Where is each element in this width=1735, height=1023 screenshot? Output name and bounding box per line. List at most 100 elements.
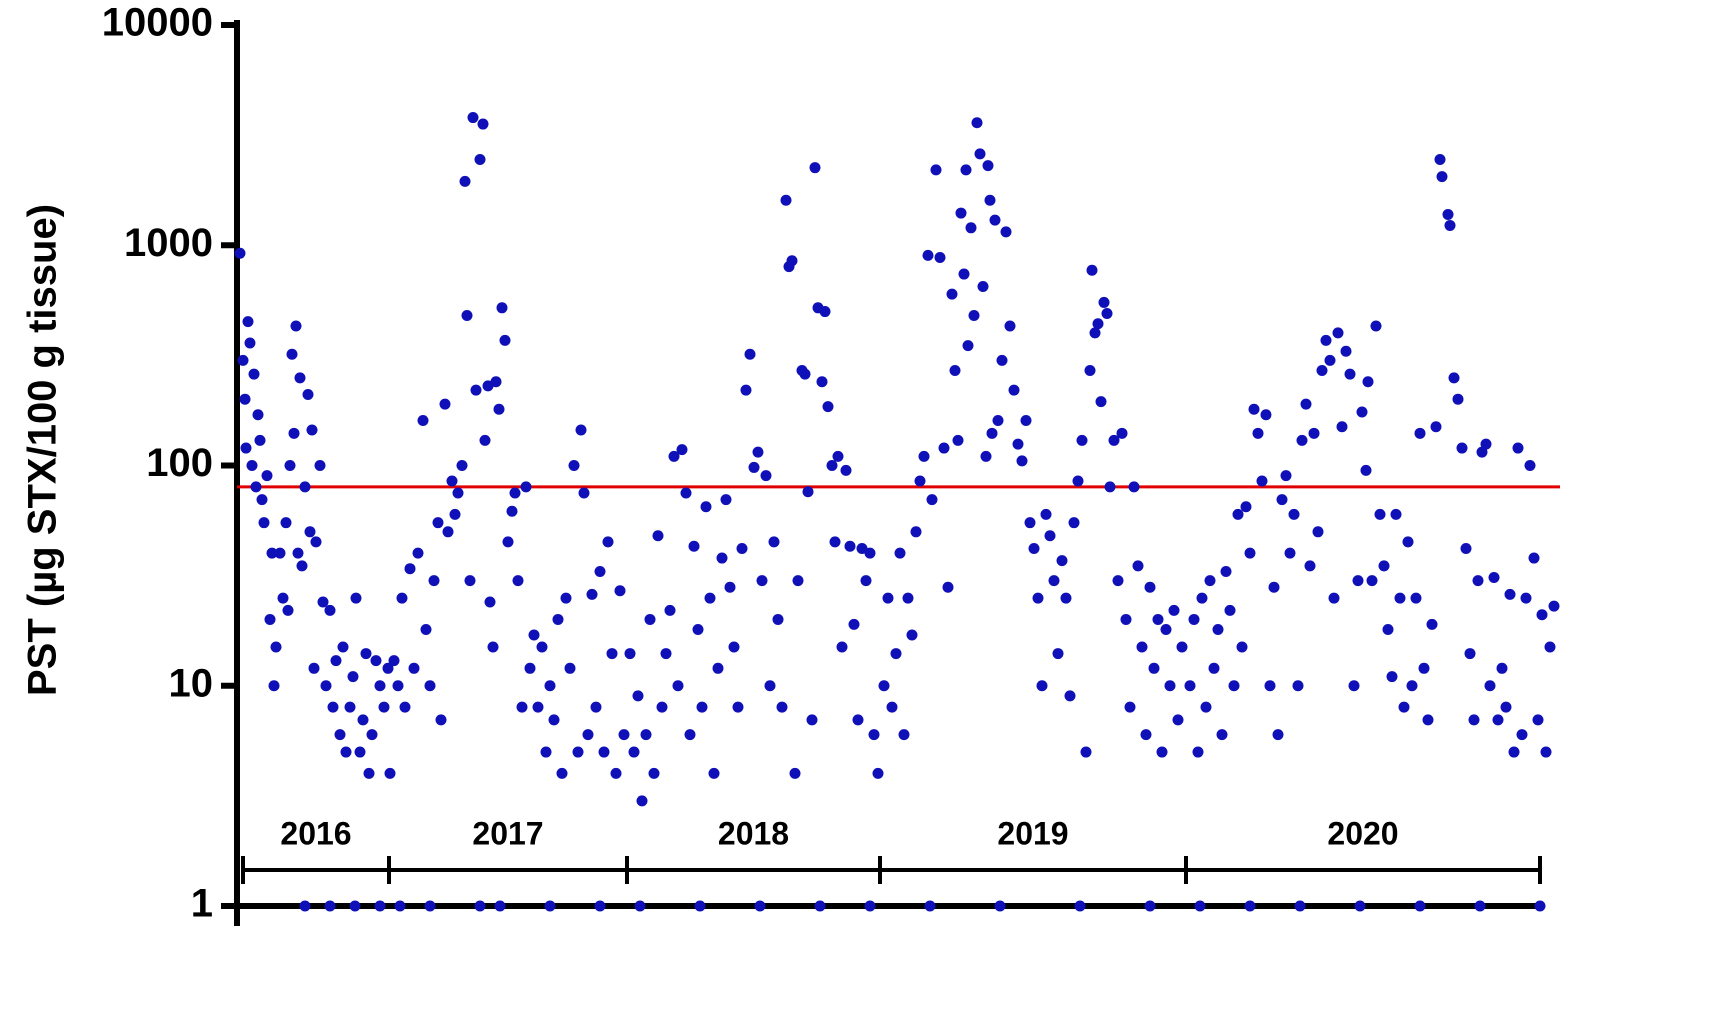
data-point [1032,592,1044,604]
data-point [1442,208,1454,220]
data-point [363,767,375,779]
data-point [277,592,289,604]
data-point [256,494,268,506]
data-point [1402,536,1414,548]
data-point [382,662,394,674]
y-axis-label: PST (µg STX/100 g tissue) [21,204,65,696]
data-point [1240,501,1252,513]
data-point [575,424,587,436]
data-point [1472,575,1484,587]
data-point [1236,641,1248,653]
data-point [1474,900,1486,912]
data-point [732,701,744,713]
data-point [487,641,499,653]
data-point [327,701,339,713]
y-tick-label: 100 [146,441,213,485]
data-point [660,648,672,660]
data-point [1028,542,1040,554]
data-point [532,701,544,713]
data-point [1212,624,1224,636]
data-point [1160,624,1172,636]
data-point [1436,171,1448,183]
data-point [412,547,424,559]
data-point [396,592,408,604]
data-point [1108,434,1120,446]
data-point [452,487,464,499]
data-point [1488,572,1500,584]
data-point [324,604,336,616]
data-point [1352,575,1364,587]
data-point [1390,508,1402,520]
data-point [1036,680,1048,692]
data-point [337,641,349,653]
data-point [254,434,266,446]
data-point [1086,264,1098,276]
data-point [809,162,821,174]
data-point [258,517,270,529]
data-point [664,604,676,616]
data-point [832,450,844,462]
data-point [388,655,400,667]
year-label: 2017 [472,815,543,851]
data-point [270,641,282,653]
data-point [802,486,814,498]
data-point [240,442,252,454]
data-point [1456,442,1468,454]
data-point [694,900,706,912]
data-point [1366,575,1378,587]
data-point [1336,421,1348,433]
data-point [1092,318,1104,330]
data-point [965,222,977,234]
data-point [894,547,906,559]
data-point [934,251,946,263]
data-point [720,494,732,506]
year-label: 2020 [1327,815,1398,851]
data-point [560,592,572,604]
data-point [898,729,910,741]
data-point [1208,662,1220,674]
data-point [822,401,834,413]
data-point [1292,680,1304,692]
data-point [1516,729,1528,741]
data-point [1128,481,1140,493]
data-point [644,613,656,625]
data-point [602,536,614,548]
data-point [1216,729,1228,741]
data-point [330,655,342,667]
data-point [890,648,902,660]
data-point [632,690,644,702]
data-point [1232,508,1244,520]
data-point [317,596,329,608]
data-point [360,648,372,660]
data-point [1272,729,1284,741]
data-point [357,714,369,726]
data-point [424,900,436,912]
data-point [1426,618,1438,630]
data-point [1072,475,1084,487]
data-point [868,729,880,741]
data-point [1316,364,1328,376]
data-point [840,464,852,476]
data-point [582,729,594,741]
data-point [242,316,254,328]
data-point [1132,560,1144,572]
data-point [628,746,640,758]
data-point [1284,547,1296,559]
data-point [1276,494,1288,506]
data-point [556,767,568,779]
data-point [656,701,668,713]
y-tick-label: 1 [191,882,213,926]
data-point [1040,508,1052,520]
data-point [962,340,974,352]
data-point [756,575,768,587]
data-point [1004,320,1016,332]
data-point [760,470,772,482]
data-point [1300,398,1312,410]
data-point [688,540,700,552]
data-point [568,460,580,471]
data-point [578,487,590,499]
data-point [1394,592,1406,604]
data-point [1136,641,1148,653]
data-point [614,585,626,597]
data-point [1184,680,1196,692]
